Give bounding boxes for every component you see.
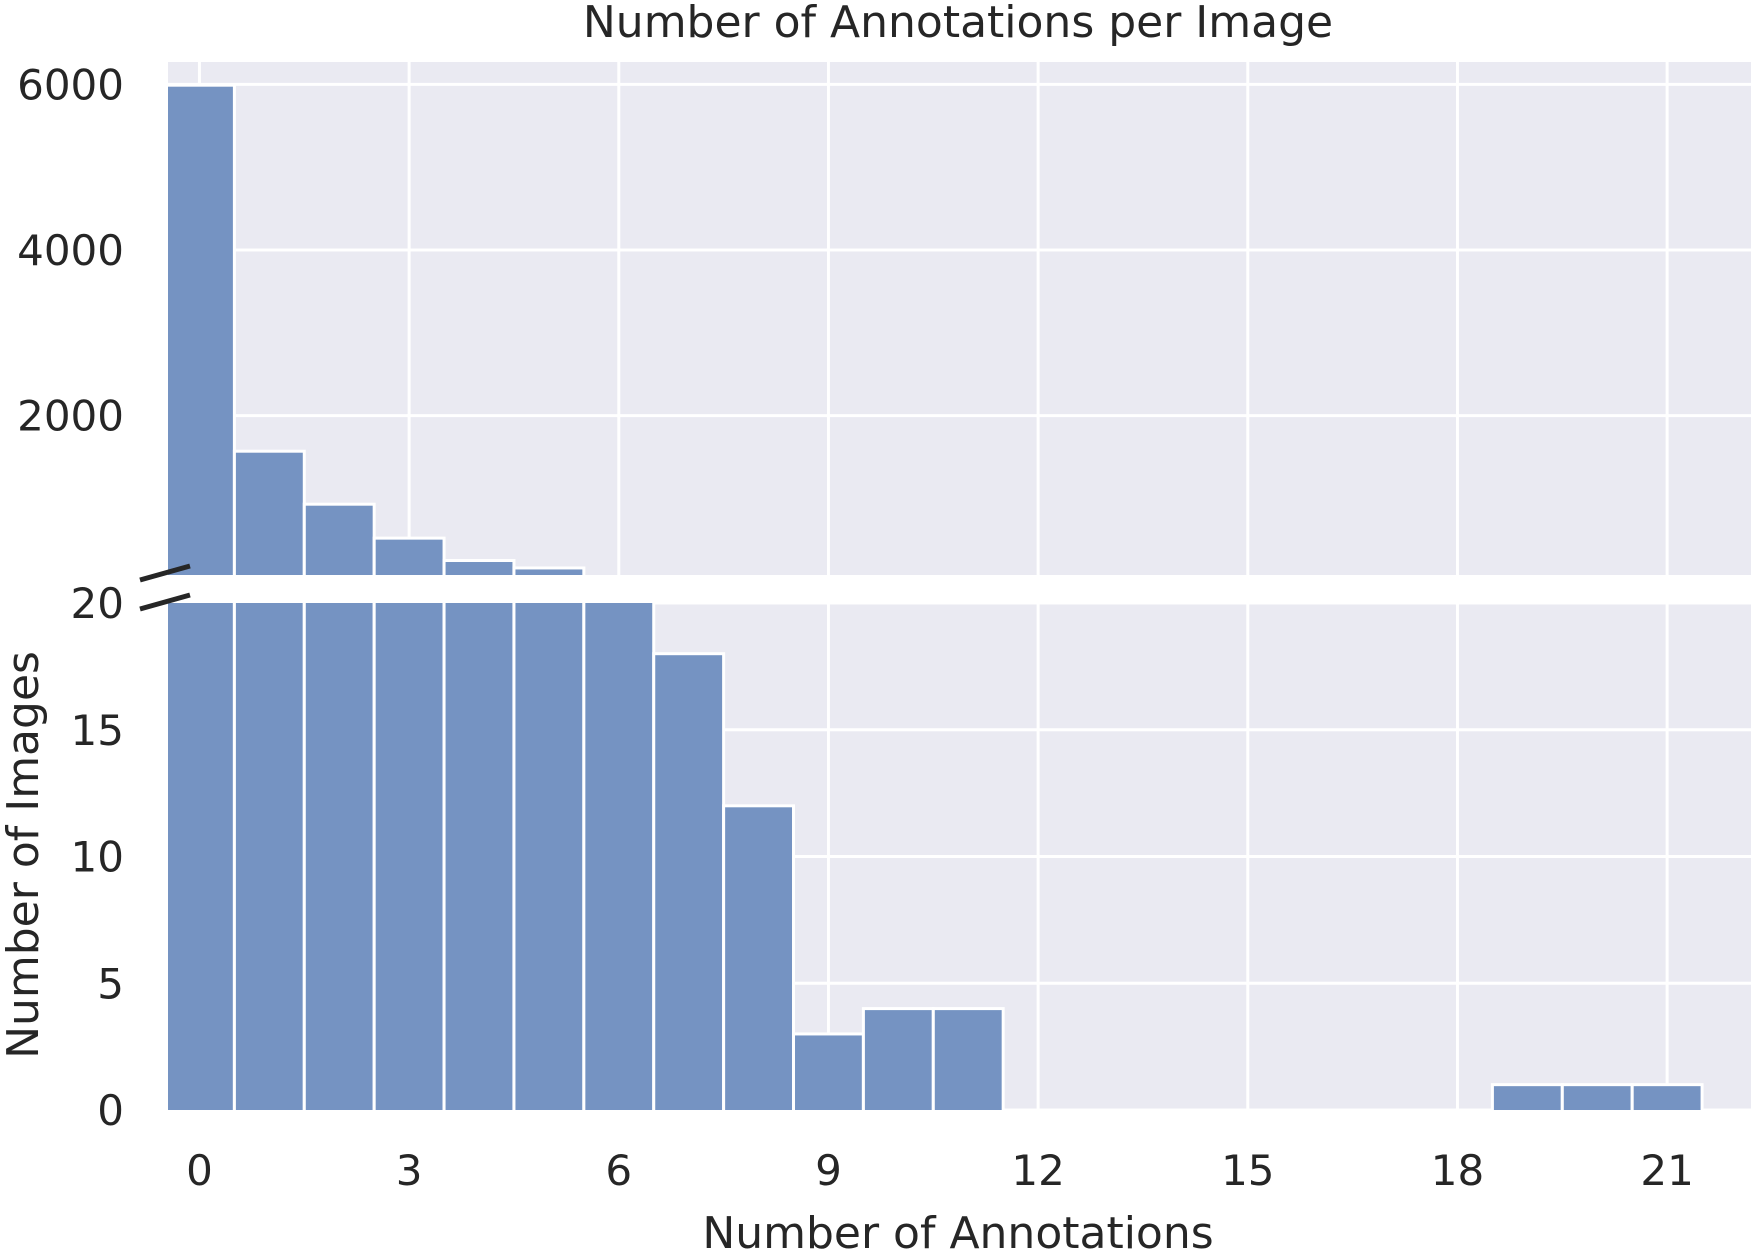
x-tick-label: 6 (605, 1146, 632, 1195)
x-tick-label: 3 (396, 1146, 423, 1195)
axis-break-marks (139, 563, 191, 612)
y-tick-label-lower: 0 (97, 1086, 124, 1135)
bar-lower (1560, 1083, 1634, 1110)
x-tick-label: 18 (1431, 1146, 1484, 1195)
y-tick-label-upper: 4000 (17, 226, 124, 275)
bar-upper (168, 83, 236, 575)
break-mark-upper (139, 563, 191, 583)
bar-lower (1490, 1083, 1564, 1110)
y-tick-label-lower: 20 (71, 579, 124, 628)
bar-lower (792, 1032, 865, 1110)
upper-panel: 2000 4000 6000 (17, 60, 1751, 575)
bar-upper (442, 559, 516, 575)
chart-title: Number of Annotations per Image (583, 0, 1333, 48)
break-mark-lower (139, 592, 191, 612)
bar-lower (1630, 1083, 1704, 1110)
plot-background-upper (168, 62, 1751, 575)
labels: Number of Annotations per Image Number o… (0, 0, 1333, 1252)
x-tick-label: 21 (1640, 1146, 1693, 1195)
lower-panel: 0 5 10 15 20 0 3 6 9 12 15 18 21 (71, 579, 1751, 1195)
bar-lower (302, 603, 376, 1110)
bar-upper (372, 536, 446, 575)
bar-lower (512, 603, 586, 1110)
y-axis-label: Number of Images (0, 651, 49, 1059)
bar-upper (232, 449, 306, 575)
x-tick-label: 12 (1011, 1146, 1064, 1195)
bar-lower (232, 603, 306, 1110)
y-tick-label-lower: 5 (97, 959, 124, 1008)
bar-upper (302, 502, 376, 575)
x-axis-label: Number of Annotations (702, 1208, 1213, 1252)
y-tick-label-upper: 6000 (17, 60, 124, 109)
bar-lower (931, 1007, 1005, 1110)
x-tick-label: 15 (1221, 1146, 1274, 1195)
bar-lower (372, 603, 446, 1110)
x-tick-label: 0 (186, 1146, 213, 1195)
bar-lower (652, 652, 726, 1110)
bar-lower (861, 1007, 935, 1110)
bars-lower (168, 603, 1704, 1110)
bar-lower (442, 603, 516, 1110)
x-tick-label: 9 (815, 1146, 842, 1195)
y-tick-label-lower: 10 (71, 833, 124, 882)
bars-upper (168, 83, 586, 575)
y-tick-label-lower: 15 (71, 706, 124, 755)
bar-lower (722, 804, 796, 1110)
bar-lower (582, 603, 656, 1110)
bar-lower (168, 603, 236, 1110)
bar-upper (512, 566, 586, 575)
y-tick-label-upper: 2000 (17, 392, 124, 441)
